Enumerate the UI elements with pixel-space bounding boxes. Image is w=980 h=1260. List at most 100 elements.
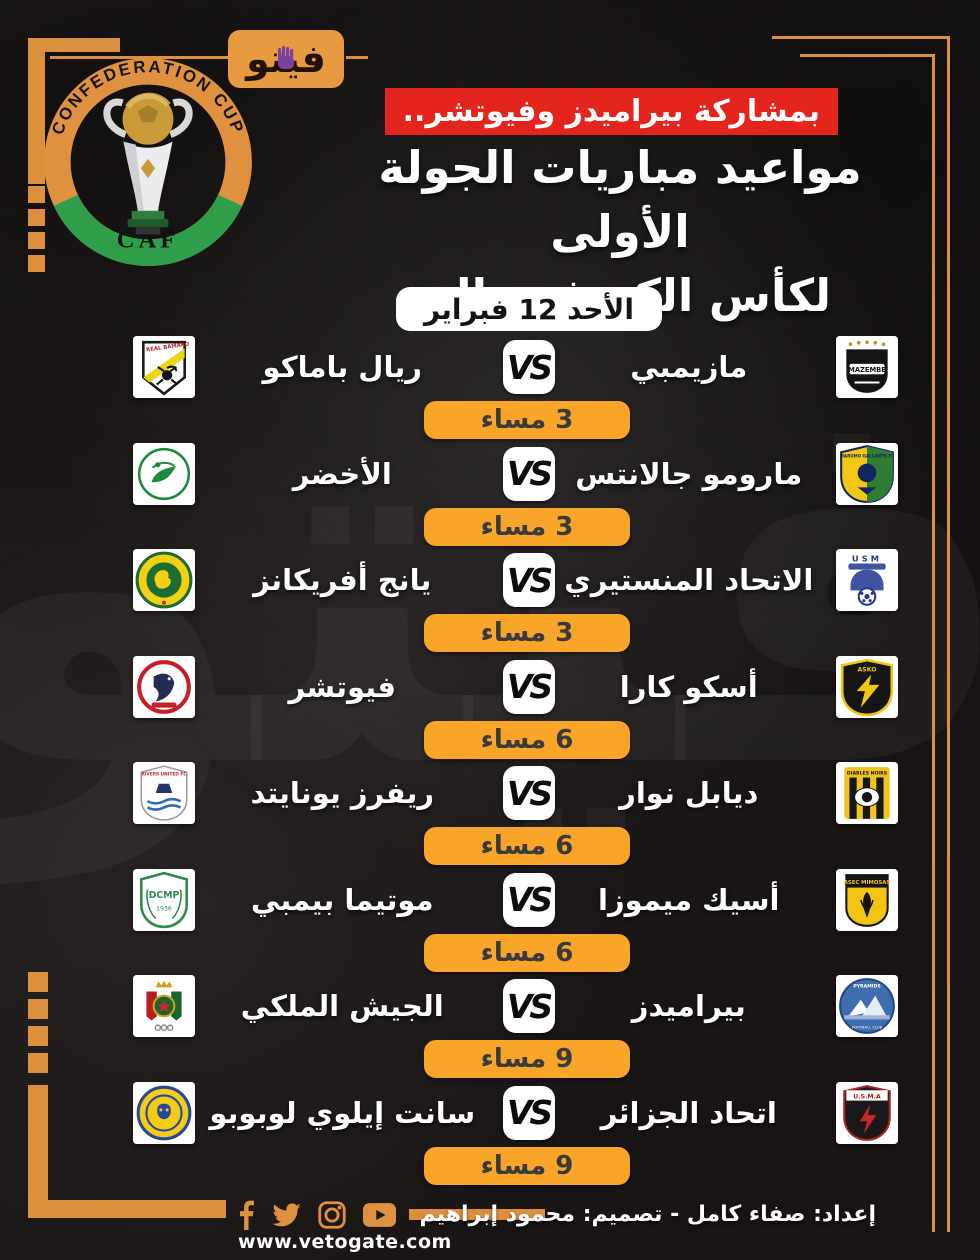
team-logo-usm-alger-icon: U.S.M.A xyxy=(836,1081,898,1144)
frame-dash-square xyxy=(28,232,45,249)
frame-dash-square xyxy=(28,972,48,992)
team-name-left: موتيما بيمبي xyxy=(250,882,434,917)
frame-right-outer-vertical xyxy=(947,36,950,1232)
veto-hand-icon xyxy=(275,45,297,76)
svg-text:DCMP: DCMP xyxy=(149,889,180,900)
frame-dash-square xyxy=(28,1053,48,1073)
match-time-row: 6 مساء xyxy=(0,720,980,759)
twitter-icon[interactable] xyxy=(271,1202,301,1228)
team-logo-real-bamako-icon: REAL BAMAKO xyxy=(133,336,195,398)
vs-badge: VS xyxy=(502,340,555,394)
match-row: REAL BAMAKO ريال باماكو VS مازيمبي MAZEM… xyxy=(0,336,980,443)
svg-text:FOOTBALL CLUB: FOOTBALL CLUB xyxy=(852,1026,883,1030)
match-time-pill: 6 مساء xyxy=(424,827,630,865)
team-name-left: ريفرز يونايتد xyxy=(250,776,435,810)
frame-top-left-vertical xyxy=(28,38,45,184)
frame-dash-square xyxy=(28,1026,48,1046)
team-logo-young-africans-icon xyxy=(133,549,195,611)
credits-text: إعداد: صفاء كامل - تصميم: محمود إبراهيم xyxy=(419,1202,876,1227)
match-time-pill: 6 مساء xyxy=(424,933,630,972)
frame-connector-stub xyxy=(346,56,368,59)
match-time-pill: 9 مساء xyxy=(424,1146,630,1185)
match-time-row: 3 مساء xyxy=(0,507,980,546)
team-logo-mazembe-icon: MAZEMBE xyxy=(836,336,898,398)
frame-dash-square xyxy=(28,186,45,203)
caf-confederation-cup-logo: CONFEDERATION CUP CAF xyxy=(44,57,252,266)
facebook-icon[interactable] xyxy=(238,1200,254,1230)
team-logo-us-monastir-icon: USM xyxy=(836,549,898,611)
vs-badge: VS xyxy=(502,872,555,927)
svg-text:MARUMO GALLANTS FC: MARUMO GALLANTS FC xyxy=(840,453,894,458)
match-row: DCMP 1936 موتيما بيمبي VS أسيك ميموزا ASE… xyxy=(0,868,980,976)
match-time-row: 9 مساء xyxy=(0,1040,980,1078)
svg-text:RIVERS UNITED FC: RIVERS UNITED FC xyxy=(141,771,186,777)
match-time-pill: 3 مساء xyxy=(424,401,630,439)
frame-connector-line xyxy=(50,56,228,59)
frame-dash-square xyxy=(28,999,48,1019)
match-row: يانج أفريكانز VS الاتحاد المنستيري USM 3… xyxy=(0,549,980,656)
match-time-pill: 3 مساء xyxy=(424,507,630,546)
team-logo-marumo-gallants-icon: MARUMO GALLANTS FC xyxy=(836,442,898,505)
svg-text:PYRAMIDS: PYRAMIDS xyxy=(853,983,880,989)
frame-top-left-horizontal xyxy=(28,38,120,52)
youtube-icon[interactable] xyxy=(363,1203,396,1227)
team-name-right: ديابل نوار xyxy=(619,776,759,810)
match-row: فيوتشر VS أسكو كارا ASKO 6 مساء xyxy=(0,655,980,763)
match-time-row: 9 مساء xyxy=(0,1146,980,1185)
vs-badge: VS xyxy=(502,446,555,501)
instagram-icon[interactable] xyxy=(318,1201,346,1229)
team-name-left: الجيش الملكي xyxy=(240,989,444,1023)
team-name-right: اتحاد الجزائر xyxy=(600,1095,777,1130)
date-badge: الأحد 12 فبراير xyxy=(396,287,662,331)
team-name-right: بيراميدز xyxy=(631,989,746,1023)
match-time-row: 3 مساء xyxy=(0,614,980,652)
team-logo-as-far-icon xyxy=(133,975,195,1037)
vs-badge: VS xyxy=(502,979,555,1033)
team-logo-al-akhdar-icon xyxy=(133,442,195,505)
team-name-right: مازيمبي xyxy=(630,350,748,384)
team-name-right: مارومو جالانتس xyxy=(575,456,803,491)
frame-dash-square xyxy=(28,255,45,272)
match-time-row: 6 مساء xyxy=(0,827,980,865)
vs-badge: VS xyxy=(502,766,555,820)
team-name-left: ريال باماكو xyxy=(262,350,422,384)
svg-text:ASKO: ASKO xyxy=(857,666,876,673)
kicker-banner: بمشاركة بيراميدز وفيوتشر.. xyxy=(384,88,838,135)
frame-right-inner-horizontal xyxy=(800,54,935,57)
match-time-pill: 3 مساء xyxy=(424,614,630,652)
frame-dash-square xyxy=(28,209,45,226)
social-icons xyxy=(238,1200,396,1230)
team-name-left: يانج أفريكانز xyxy=(253,563,432,597)
team-logo-asko-kara-icon: ASKO xyxy=(836,655,898,718)
veto-logo: فيتو xyxy=(228,30,344,88)
title-line-1: مواعيد مباريات الجولة الأولى xyxy=(378,141,862,258)
team-logo-asec-mimosas-icon: ASEC MIMOSAS xyxy=(836,868,898,931)
match-row: سانت إيلوي لوبوبو VS اتحاد الجزائر U.S.M… xyxy=(0,1081,980,1189)
team-name-left: فيوتشر xyxy=(288,669,396,704)
match-time-row: 3 مساء xyxy=(0,401,980,439)
footer-divider-bar xyxy=(409,1209,545,1220)
vs-badge: VS xyxy=(502,1085,555,1140)
team-logo-rivers-united-icon: RIVERS UNITED FC xyxy=(133,762,195,824)
matches-list: REAL BAMAKO ريال باماكو VS مازيمبي MAZEM… xyxy=(0,336,980,1188)
team-name-right: الاتحاد المنستيري xyxy=(564,563,814,597)
website-url[interactable]: www.vetogate.com xyxy=(238,1231,452,1253)
match-row: الجيش الملكي VS بيراميدز PYRAMIDS FOOTBAL… xyxy=(0,975,980,1082)
team-name-right: أسكو كارا xyxy=(619,669,758,704)
team-logo-motema-pembe-icon: DCMP 1936 xyxy=(133,868,195,931)
vs-badge: VS xyxy=(502,659,555,714)
match-time-row: 6 مساء xyxy=(0,933,980,972)
match-row: RIVERS UNITED FC ريفرز يونايتد VS ديابل … xyxy=(0,762,980,869)
match-row: الأخضر VS مارومو جالانتس MARUMO GALLANTS… xyxy=(0,442,980,550)
svg-text:1936: 1936 xyxy=(156,905,172,912)
team-name-left: الأخضر xyxy=(292,456,392,491)
match-time-pill: 6 مساء xyxy=(424,720,630,759)
frame-bottom-left-horizontal xyxy=(28,1200,226,1218)
svg-text:ASEC MIMOSAS: ASEC MIMOSAS xyxy=(844,879,891,885)
team-logo-saint-eloi-lupopo-icon xyxy=(133,1081,195,1144)
vs-badge: VS xyxy=(502,553,555,607)
team-logo-future-fc-icon xyxy=(133,655,195,718)
team-logo-diables-noirs-icon: DIABLES NOIRS xyxy=(836,762,898,824)
svg-text:U.S.M.A: U.S.M.A xyxy=(853,1093,881,1100)
